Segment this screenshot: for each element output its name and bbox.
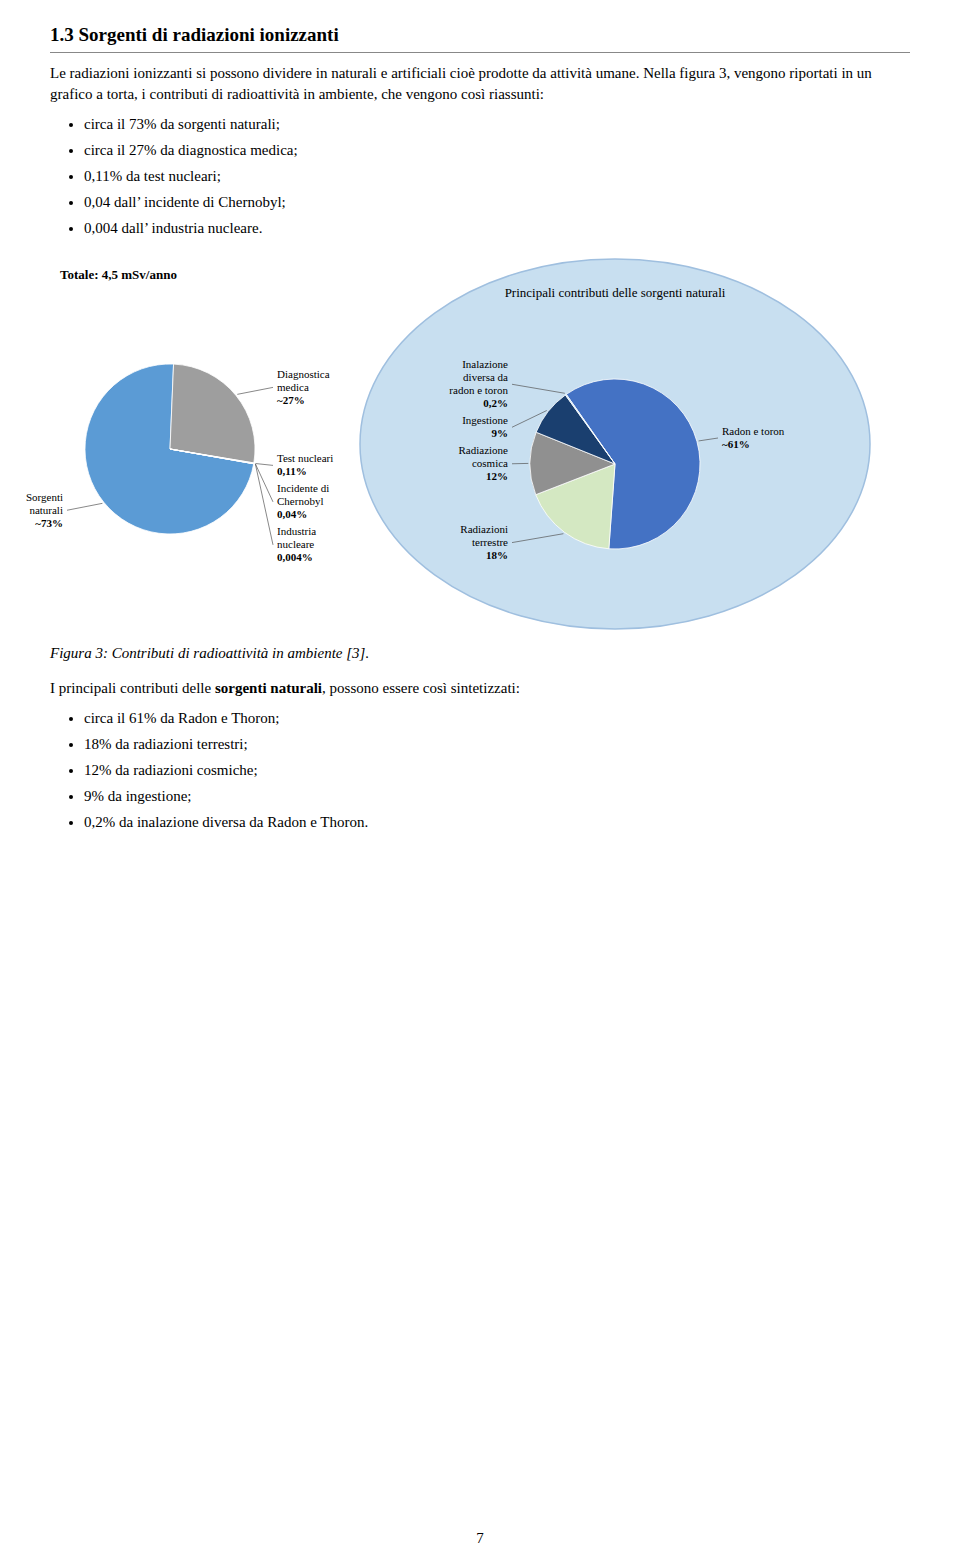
slice-label: Incidente diChernobyl	[277, 482, 329, 507]
paragraph-bold: sorgenti naturali	[215, 680, 322, 696]
slice-label: Radiazionecosmica	[459, 444, 509, 469]
pie: Principali contributi delle sorgenti nat…	[449, 285, 784, 561]
pie-slice	[170, 449, 254, 464]
leader-line	[512, 410, 547, 427]
slice-label: Industrianucleare	[277, 525, 316, 550]
bullet: circa il 27% da diagnostica medica;	[84, 137, 910, 163]
slice-label-line: Inalazione	[462, 358, 508, 370]
pie-slice	[565, 394, 615, 464]
slice-label-line: Chernobyl	[277, 495, 323, 507]
slice-label: Diagnosticamedica	[277, 368, 330, 393]
pie-slice	[170, 449, 254, 464]
bullet: 12% da radiazioni cosmiche;	[84, 757, 910, 783]
leader-line	[237, 387, 273, 394]
paragraph-text: , possono essere così sintetizzati:	[322, 680, 520, 696]
paragraph: Le radiazioni ionizzanti si possono divi…	[50, 63, 910, 105]
chart-title: Principali contributi delle sorgenti nat…	[505, 285, 726, 300]
slice-label: Test nucleari	[277, 452, 333, 464]
caption: Figura 3: Contributi di radioattività in…	[50, 643, 910, 664]
slice-label: Radiazioniterrestre	[460, 523, 508, 548]
bullet: circa il 73% da sorgenti naturali;	[84, 111, 910, 137]
slice-label-line: naturali	[29, 504, 63, 516]
slice-label-line: cosmica	[472, 457, 508, 469]
pie-slice	[536, 395, 615, 464]
bullet: 9% da ingestione;	[84, 783, 910, 809]
paragraph-line: radioattività in ambiente, che vengono c…	[227, 86, 544, 102]
bullet: 0,11% da test nucleari;	[84, 163, 910, 189]
bullet: 0,2% da inalazione diversa da Radon e Th…	[84, 809, 910, 835]
slice-value-label: ~73%	[35, 517, 63, 529]
slice-label-line: Incidente di	[277, 482, 329, 494]
leader-line	[512, 384, 565, 393]
slice-value-label: 12%	[486, 470, 508, 482]
bullet: 18% da radiazioni terrestri;	[84, 731, 910, 757]
bullet-list: circa il 73% da sorgenti naturali;circa …	[50, 111, 910, 241]
slice-label-line: diversa da	[463, 371, 508, 383]
slice-label-line: Ingestione	[462, 414, 508, 426]
slice-value-label: 0,04%	[277, 508, 307, 520]
slice-value-label: 9%	[492, 427, 509, 439]
slice-label: Ingestione	[462, 414, 508, 426]
slice-value-label: 0,11%	[277, 465, 307, 477]
bullet: circa il 61% da Radon e Thoron;	[84, 705, 910, 731]
bullet-list: circa il 61% da Radon e Thoron;18% da ra…	[50, 705, 910, 835]
slice-label-line: medica	[277, 381, 309, 393]
paragraph-text: I principali contributi delle	[50, 680, 215, 696]
ellipse-background	[360, 259, 870, 629]
leader-line	[67, 503, 102, 510]
slice-value-label: 18%	[486, 549, 508, 561]
paragraph-line: Le radiazioni ionizzanti si possono divi…	[50, 65, 547, 81]
pie: Totale: 4,5 mSv/anno Diagnosticamedica~27…	[26, 267, 333, 563]
leader-line	[699, 438, 718, 441]
slice-label-line: Test nucleari	[277, 452, 333, 464]
paragraph: I principali contributi delle sorgenti n…	[50, 678, 910, 699]
slice-label: Inalazionediversa daradon e toron	[449, 358, 508, 396]
slice-value-label: ~61%	[722, 438, 750, 450]
leader-line	[255, 464, 273, 466]
leader-line	[512, 463, 528, 464]
slice-label-line: Radiazione	[459, 444, 509, 456]
slice-label-line: Radon e toron	[722, 425, 785, 437]
slice-value-label: 0,004%	[277, 551, 313, 563]
slice-label-line: nucleare	[277, 538, 314, 550]
slice-label-line: Radiazioni	[460, 523, 508, 535]
slice-value-label: 0,2%	[483, 397, 508, 409]
leader-line	[255, 464, 273, 502]
slice-label-line: Industria	[277, 525, 316, 537]
page: 1.3 Sorgenti di radiazioni ionizzanti Le …	[50, 24, 910, 843]
figure: Totale: 4,5 mSv/anno Diagnosticamedica~27…	[20, 249, 880, 639]
leader-line	[512, 534, 563, 543]
slice-label-line: radon e toron	[449, 384, 508, 396]
chart-title: Totale: 4,5 mSv/anno	[60, 267, 177, 282]
pie-slice	[170, 449, 254, 464]
slice-value-label: ~27%	[277, 394, 305, 406]
pie-slice	[170, 364, 255, 463]
bullet: 0,04 dall’ incidente di Chernobyl;	[84, 189, 910, 215]
slice-label-line: Diagnostica	[277, 368, 330, 380]
slice-label-line: terrestre	[472, 536, 508, 548]
page-number: 7	[0, 1530, 960, 1547]
slice-label: Radon e toron	[722, 425, 785, 437]
title: 1.3 Sorgenti di radiazioni ionizzanti	[50, 24, 910, 53]
slice-label: Sorgentinaturali	[26, 491, 63, 516]
leader-line	[255, 464, 273, 545]
bullet: 0,004 dall’ industria nucleare.	[84, 215, 910, 241]
slice-label-line: Sorgenti	[26, 491, 63, 503]
